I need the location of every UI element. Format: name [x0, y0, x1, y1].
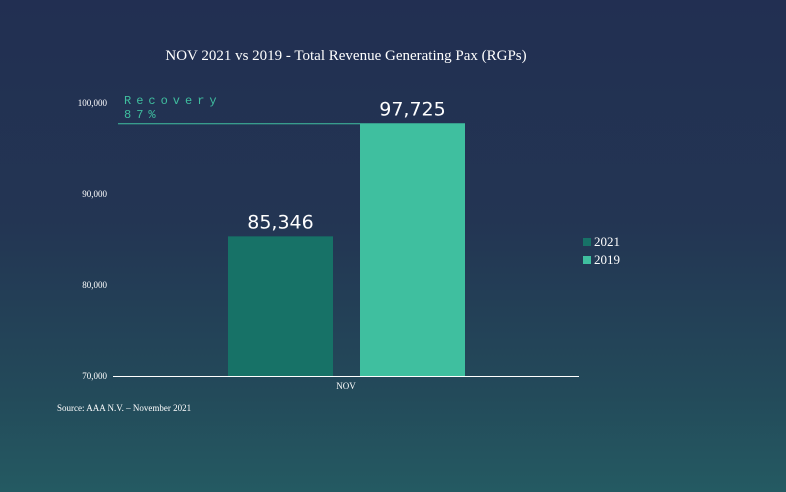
y-tick-label: 100,000	[78, 98, 108, 108]
legend-swatch-2021	[583, 238, 591, 246]
legend-label-2019: 2019	[594, 252, 620, 267]
legend-swatch-2019	[583, 256, 591, 264]
y-axis: 70,000 80,000 90,000 100,000	[78, 98, 108, 381]
source-note: Source: AAA N.V. – November 2021	[57, 403, 191, 413]
y-tick-label: 80,000	[82, 280, 107, 290]
bar-group: 85,346 97,725	[228, 99, 465, 376]
recovery-percent: 87%	[124, 108, 161, 122]
recovery-label: Recovery	[124, 94, 222, 108]
legend-label-2021: 2021	[594, 234, 620, 249]
bar-2019	[360, 123, 465, 376]
chart-title: NOV 2021 vs 2019 - Total Revenue Generat…	[165, 48, 526, 64]
legend: 2021 2019	[583, 234, 620, 267]
y-tick-label: 90,000	[82, 189, 107, 199]
x-tick-label: NOV	[336, 381, 356, 391]
y-tick-label: 70,000	[82, 371, 107, 381]
data-label-2021: 85,346	[247, 211, 313, 233]
bar-2021	[228, 236, 333, 376]
data-label-2019: 97,725	[379, 99, 445, 121]
